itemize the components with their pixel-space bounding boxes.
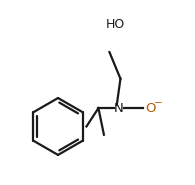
Text: O: O <box>145 102 156 115</box>
Text: HO: HO <box>105 18 125 31</box>
Text: −: − <box>153 98 162 108</box>
Text: N: N <box>114 102 123 115</box>
